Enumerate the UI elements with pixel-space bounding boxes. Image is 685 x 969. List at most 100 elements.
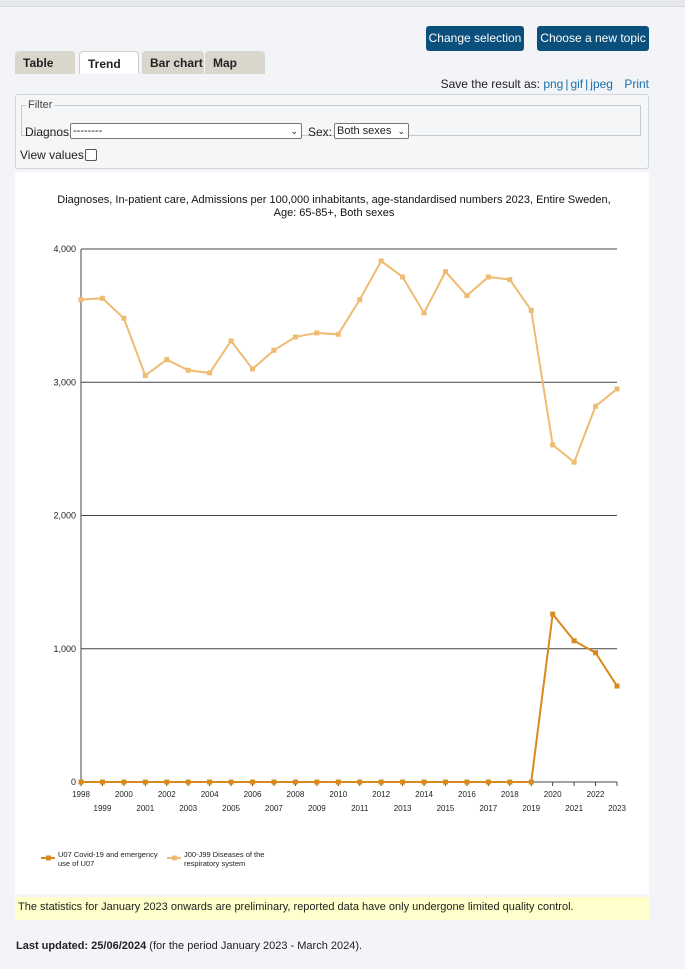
data-point	[464, 293, 470, 299]
data-point	[121, 315, 127, 321]
data-point	[421, 779, 427, 785]
legend-label: J00-J99 Diseases of the respiratory syste…	[184, 850, 264, 868]
data-point	[314, 779, 320, 785]
filter-panel: Filter Diagnos: -------- ⌄ Sex: Both sex…	[15, 94, 649, 169]
data-point	[528, 779, 534, 785]
legend-swatch-marker	[172, 855, 177, 861]
x-tick-label: 2012	[372, 790, 390, 799]
data-point	[271, 779, 277, 785]
y-tick-label: 0	[71, 777, 76, 787]
view-values-label: View values:	[20, 148, 88, 162]
data-point	[228, 779, 234, 785]
x-tick-label: 2003	[179, 804, 197, 813]
save-label: Save the result as:	[440, 77, 540, 91]
legend-swatch-marker	[46, 855, 51, 861]
x-tick-label: 2015	[437, 804, 455, 813]
x-tick-label: 2001	[136, 804, 154, 813]
data-point	[593, 650, 599, 656]
x-tick-label: 2018	[501, 790, 519, 799]
data-point	[614, 683, 620, 689]
data-point	[292, 779, 298, 785]
series-line	[80, 259, 618, 464]
choose-new-topic-button[interactable]: Choose a new topic	[537, 26, 649, 51]
data-point	[314, 330, 320, 336]
diagnos-select-value: --------	[73, 125, 103, 137]
x-tick-label: 2010	[329, 790, 347, 799]
x-tick-label: 2009	[308, 804, 326, 813]
data-point	[550, 611, 556, 617]
x-tick-label: 2020	[544, 790, 562, 799]
x-tick-label: 2000	[115, 790, 133, 799]
data-point	[593, 403, 599, 409]
chevron-down-icon: ⌄	[290, 126, 298, 136]
data-point	[442, 269, 448, 275]
save-gif-link[interactable]: gif	[570, 77, 584, 91]
data-point	[121, 779, 127, 785]
diagnos-label: Diagnos:	[25, 125, 73, 139]
top-bar	[0, 0, 685, 7]
x-tick-label: 2005	[222, 804, 240, 813]
save-result-row: Save the result as: png | gif | jpeg Print	[440, 77, 649, 91]
data-point	[164, 357, 170, 363]
view-values-checkbox[interactable]	[85, 149, 97, 161]
last-updated-period: (for the period January 2023 - March 202…	[149, 940, 363, 952]
data-point	[378, 779, 384, 785]
x-tick-label: 2023	[608, 804, 626, 813]
filter-legend: Filter	[28, 99, 53, 111]
data-point	[164, 779, 170, 785]
data-point	[142, 779, 148, 785]
data-point	[485, 274, 491, 280]
sex-select-value: Both sexes	[337, 125, 392, 137]
filter-fieldset: Filter	[21, 99, 641, 136]
data-point	[400, 779, 406, 785]
data-point	[571, 638, 577, 644]
x-tick-label: 2014	[415, 790, 433, 799]
y-tick-label: 4,000	[53, 244, 76, 254]
chart-area: Diagnoses, In-patient care, Admissions p…	[15, 172, 649, 894]
y-tick-label: 1,000	[53, 644, 76, 654]
save-jpeg-link[interactable]: jpeg	[590, 77, 613, 91]
sex-select[interactable]: Both sexes ⌄	[334, 123, 409, 139]
data-point	[142, 373, 148, 379]
data-point	[99, 779, 105, 785]
x-tick-label: 2021	[565, 804, 583, 813]
y-tick-label: 2,000	[53, 511, 76, 521]
x-tick-label: 2013	[394, 804, 412, 813]
tab-table[interactable]: Table	[15, 51, 75, 74]
tab-map[interactable]: Map	[205, 51, 265, 74]
x-tick-label: 2017	[479, 804, 497, 813]
data-point	[207, 779, 213, 785]
data-point	[250, 779, 256, 785]
x-tick-label: 1998	[72, 790, 90, 799]
data-point	[292, 334, 298, 340]
data-point	[185, 779, 191, 785]
series-line	[81, 611, 618, 783]
x-tick-label: 2008	[287, 790, 305, 799]
data-point	[507, 779, 513, 785]
chart-title: Diagnoses, In-patient care, Admissions p…	[57, 194, 611, 219]
data-point	[357, 297, 363, 303]
legend-label: U07 Covid-19 and emergency use of U07	[58, 850, 158, 868]
tab-bar-chart[interactable]: Bar chart	[142, 51, 204, 74]
chevron-down-icon: ⌄	[397, 126, 405, 136]
x-tick-label: 2007	[265, 804, 283, 813]
tab-trend[interactable]: Trend	[79, 51, 139, 74]
data-point	[614, 386, 620, 392]
diagnos-select[interactable]: -------- ⌄	[70, 123, 302, 139]
data-point	[421, 310, 427, 316]
data-point	[571, 459, 577, 465]
data-point	[442, 779, 448, 785]
sex-label: Sex:	[308, 125, 333, 139]
data-point	[250, 366, 256, 372]
save-png-link[interactable]: png	[543, 77, 564, 91]
data-point	[271, 347, 277, 353]
data-point	[207, 370, 213, 376]
x-tick-label: 2006	[244, 790, 262, 799]
data-point	[185, 367, 191, 373]
preliminary-notice: The statistics for January 2023 onwards …	[15, 897, 649, 920]
change-selection-button[interactable]: Change selection	[426, 26, 524, 51]
data-point	[357, 779, 363, 785]
print-link[interactable]: Print	[624, 77, 649, 91]
data-point	[228, 338, 234, 344]
data-point	[507, 277, 513, 283]
